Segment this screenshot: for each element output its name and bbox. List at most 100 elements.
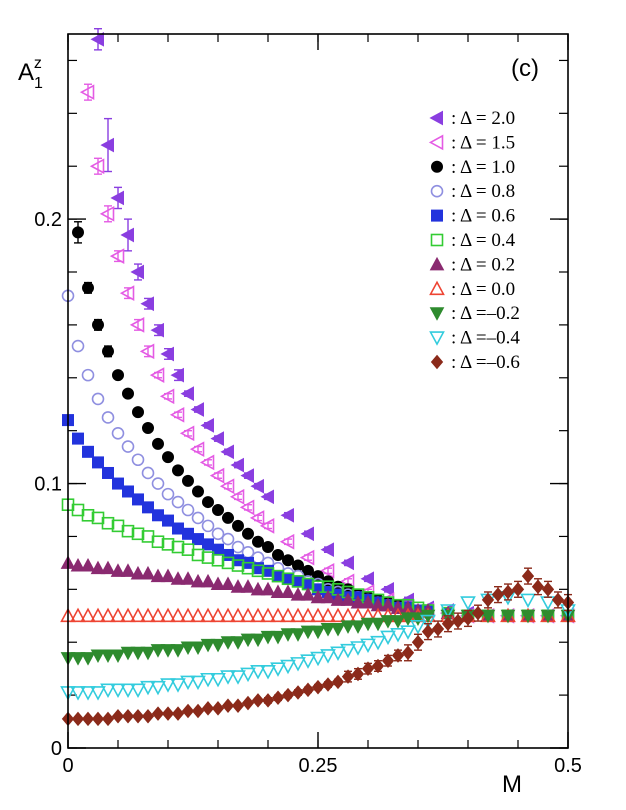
- tick-labels: 0 0.25 0.5 0 0.1 0.2: [34, 209, 582, 777]
- data-point: [290, 587, 306, 601]
- data-point: [252, 535, 264, 548]
- data-point: [151, 477, 165, 490]
- data-point: [120, 227, 134, 243]
- data-point: [81, 711, 95, 727]
- data-point: [321, 677, 335, 692]
- data-point: [240, 633, 256, 648]
- data-point: [411, 634, 425, 650]
- data-point: [340, 620, 356, 634]
- data-point: [300, 526, 314, 542]
- legend-label: : Δ = 0.0: [451, 279, 515, 300]
- data-point: [149, 367, 165, 383]
- data-point: [161, 706, 175, 721]
- y-tick-label: 0: [51, 738, 62, 760]
- data-point: [260, 630, 276, 645]
- data-point: [162, 451, 174, 464]
- data-point: [380, 615, 396, 629]
- data-point: [380, 630, 396, 646]
- data-point: [220, 636, 236, 650]
- data-point: [360, 617, 376, 632]
- data-point: [170, 607, 186, 623]
- data-point: [381, 653, 395, 669]
- data-point: [100, 560, 116, 575]
- legend-label: : Δ =–0.4: [451, 328, 520, 349]
- data-point: [91, 392, 105, 406]
- data-point: [390, 627, 406, 643]
- data-point: [200, 638, 216, 653]
- data-point: [90, 686, 106, 701]
- data-point: [240, 579, 256, 593]
- data-point: [170, 644, 186, 658]
- data-point: [400, 625, 416, 640]
- data-point: [172, 522, 184, 535]
- data-point: [151, 706, 165, 721]
- data-point: [281, 687, 295, 703]
- data-point: [110, 190, 124, 206]
- legend-label: : Δ =–0.2: [451, 303, 520, 324]
- data-point: [320, 649, 336, 664]
- data-point: [90, 607, 106, 623]
- data-point: [251, 693, 265, 708]
- data-point: [131, 708, 145, 724]
- data-point: [139, 343, 155, 360]
- data-point: [131, 527, 145, 541]
- data-point: [121, 440, 135, 453]
- data-point: [299, 549, 315, 566]
- data-point: [200, 672, 216, 688]
- data-point: [111, 708, 125, 724]
- data-point: [230, 670, 246, 685]
- data-point: [150, 568, 166, 583]
- data-point: [240, 667, 256, 683]
- data-point: [220, 576, 236, 591]
- data-point: [201, 519, 215, 533]
- legend-marker: [429, 280, 445, 296]
- data-point: [180, 571, 196, 585]
- data-point: [461, 611, 475, 626]
- data-point: [330, 592, 346, 606]
- data-point: [181, 503, 195, 517]
- data-point: [260, 665, 276, 680]
- data-point: [280, 584, 296, 598]
- data-point: [501, 584, 515, 600]
- data-point: [421, 624, 435, 639]
- data-point: [491, 587, 505, 602]
- data-point: [250, 607, 266, 623]
- legend-marker: [430, 233, 444, 247]
- data-point: [300, 607, 316, 623]
- data-point: [119, 285, 135, 301]
- data-point: [281, 572, 295, 586]
- data-point: [81, 368, 95, 382]
- data-point: [81, 508, 95, 522]
- data-point: [241, 561, 255, 575]
- data-point: [150, 607, 166, 623]
- data-point: [72, 432, 84, 445]
- data-point: [102, 345, 114, 358]
- data-point: [211, 527, 225, 541]
- data-point: [132, 406, 144, 419]
- data-point: [100, 683, 116, 699]
- data-point: [100, 137, 114, 153]
- legend-marker: [430, 184, 444, 198]
- x-tick-label: 0.25: [299, 755, 338, 777]
- data-point: [351, 666, 365, 682]
- data-point: [110, 563, 126, 577]
- data-point: [160, 346, 174, 362]
- data-point: [230, 607, 246, 623]
- data-point: [240, 468, 254, 483]
- data-point: [301, 682, 315, 698]
- data-point: [109, 248, 125, 264]
- data-point: [152, 437, 164, 450]
- data-point: [210, 431, 224, 446]
- data-point: [361, 661, 375, 676]
- data-point: [250, 478, 264, 494]
- data-point: [111, 427, 125, 440]
- data-point: [440, 604, 456, 619]
- data-point: [300, 587, 316, 601]
- data-point: [242, 527, 254, 540]
- data-point: [280, 659, 296, 675]
- data-point: [371, 658, 385, 674]
- data-point: [171, 706, 185, 721]
- data-point: [140, 565, 156, 580]
- data-point: [500, 609, 516, 624]
- data-point: [350, 641, 366, 656]
